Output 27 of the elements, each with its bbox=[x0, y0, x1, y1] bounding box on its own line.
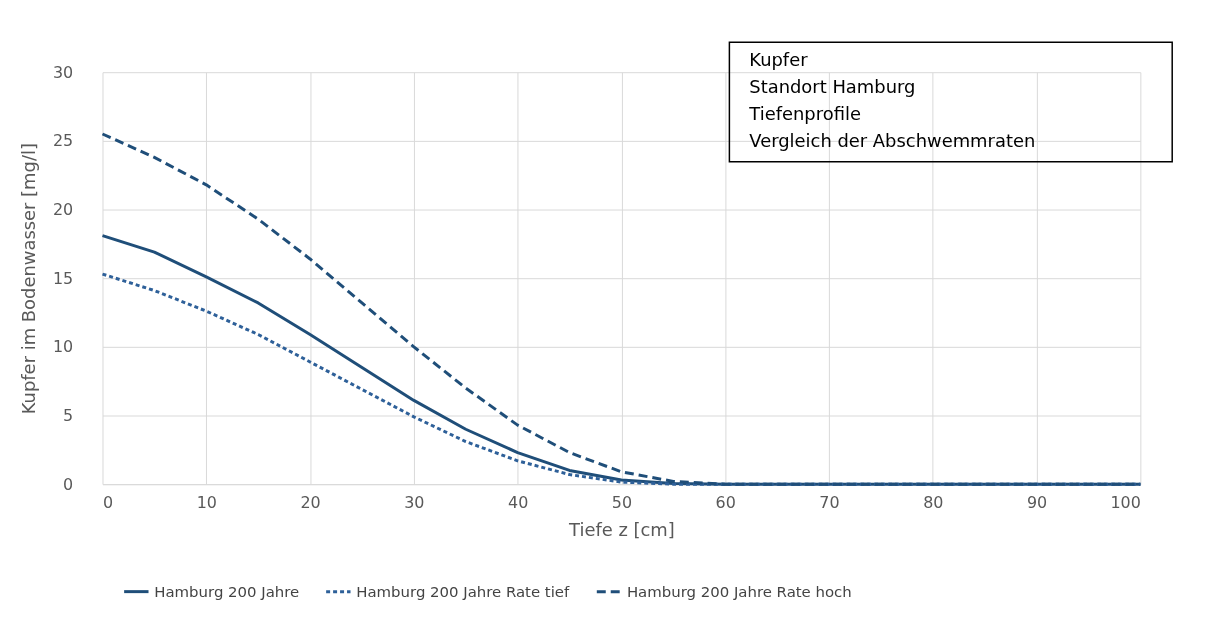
x-tick-label: 70 bbox=[819, 492, 840, 512]
x-tick-label: 50 bbox=[611, 492, 633, 512]
annotation: Tiefenprofile bbox=[748, 102, 861, 124]
x-tick-label: 90 bbox=[1026, 492, 1048, 512]
x-tick-label: 40 bbox=[508, 492, 529, 512]
legend-label: Hamburg 200 Jahre Rate hoch bbox=[626, 582, 852, 601]
legend-label: Hamburg 200 Jahre bbox=[154, 582, 300, 601]
annotation: Vergleich der Abschwemmraten bbox=[749, 129, 1036, 151]
y-tick-label: 20 bbox=[52, 200, 74, 219]
x-tick-label: 60 bbox=[715, 492, 736, 512]
y-tick-label: 30 bbox=[52, 62, 74, 82]
x-tick-label: 10 bbox=[196, 492, 217, 512]
y-tick-label: 5 bbox=[63, 405, 74, 425]
y-tick-label: 15 bbox=[52, 268, 74, 288]
x-axis-title: Tiefe z [cm] bbox=[568, 519, 675, 541]
x-tick-label: 0 bbox=[102, 492, 114, 512]
y-axis-title: Kupfer im Bodenwasser [mg/l] bbox=[17, 143, 39, 415]
x-tick-label: 80 bbox=[923, 492, 944, 512]
x-tick-label: 100 bbox=[1110, 492, 1141, 512]
y-tick-label: 25 bbox=[52, 131, 74, 151]
y-tick-label: 0 bbox=[63, 474, 74, 494]
y-tick-label: 10 bbox=[52, 337, 74, 357]
x-tick-label: 30 bbox=[404, 492, 425, 512]
text: Kupfer bbox=[749, 49, 809, 71]
legend-label: Hamburg 200 Jahre Rate tief bbox=[356, 582, 571, 601]
annotation: Standort Hamburg bbox=[749, 76, 916, 98]
x-tick-label: 20 bbox=[300, 492, 321, 512]
